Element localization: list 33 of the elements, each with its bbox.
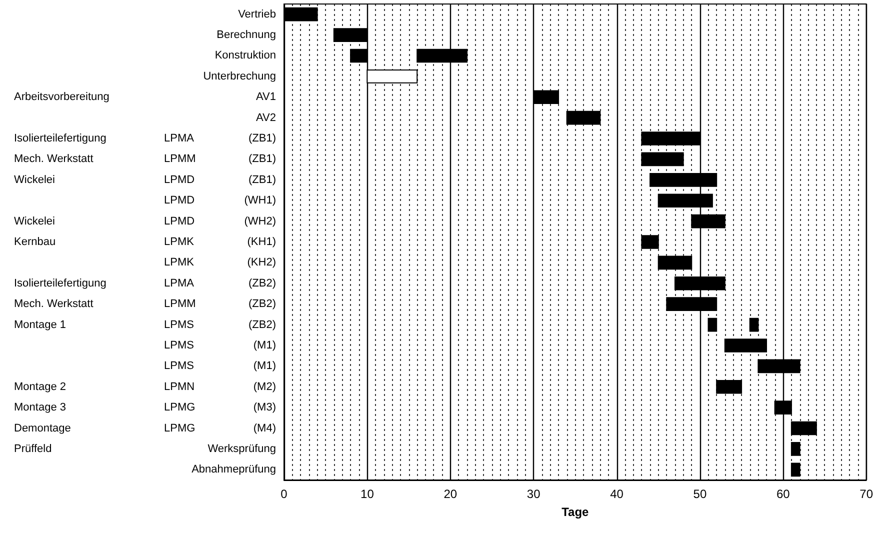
x-tick-label: 70 bbox=[860, 487, 874, 501]
category-label: Montage 3 LPMG (M3) bbox=[14, 402, 276, 414]
y-tick-label: Vertrieb bbox=[238, 8, 276, 20]
category-label: Isolierteilefertigung LPMA (ZB2) bbox=[14, 277, 276, 290]
x-tick-label: 50 bbox=[693, 487, 707, 501]
category-label: LPMS (M1) bbox=[164, 339, 276, 352]
category-label: Demontage LPMG (M4) bbox=[14, 422, 276, 434]
category-label: Mech. Werkstatt LPMM (ZB2) bbox=[14, 298, 276, 310]
category-label: Montage 2 LPMN (M2) bbox=[14, 380, 276, 393]
x-tick-label: 40 bbox=[610, 487, 624, 501]
category-label: LPMK (KH2) bbox=[164, 256, 276, 269]
y-tick-label: Unterbrechung bbox=[203, 70, 276, 82]
category-label: Arbeitsvorbereitung AV1 bbox=[14, 91, 276, 104]
x-tick-label: 30 bbox=[526, 487, 541, 501]
category-label: Wickelei LPMD (ZB1) bbox=[14, 174, 276, 186]
x-tick-label: 60 bbox=[776, 487, 790, 501]
y-tick-label: AV2 bbox=[256, 112, 276, 124]
y-tick-label: Berechnung bbox=[216, 29, 276, 42]
category-label: Mech. Werkstatt LPMM (ZB1) bbox=[14, 153, 276, 166]
category-label: Prüffeld Werksprüfung bbox=[14, 442, 276, 455]
x-tick-label: 20 bbox=[444, 487, 458, 501]
x-axis-title: Tage bbox=[562, 505, 590, 519]
category-label: Isolierteilefertigung LPMA (ZB1) bbox=[14, 132, 276, 145]
bar bbox=[708, 318, 718, 332]
x-tick-label: 10 bbox=[360, 487, 374, 501]
category-label: Wickelei LPMD (WH2) bbox=[14, 215, 276, 228]
category-label: LPMS (M1) bbox=[164, 360, 276, 372]
y-tick-label: Konstruktion bbox=[214, 50, 276, 62]
category-label: Kernbau LPMK (KH1) bbox=[14, 236, 276, 248]
category-label: LPMD (WH1) bbox=[164, 194, 276, 207]
category-label: Montage 1 LPMS (ZB2) bbox=[14, 318, 276, 331]
y-tick-label: Abnahmeprüfung bbox=[192, 464, 276, 476]
x-tick-label: 0 bbox=[280, 487, 288, 501]
